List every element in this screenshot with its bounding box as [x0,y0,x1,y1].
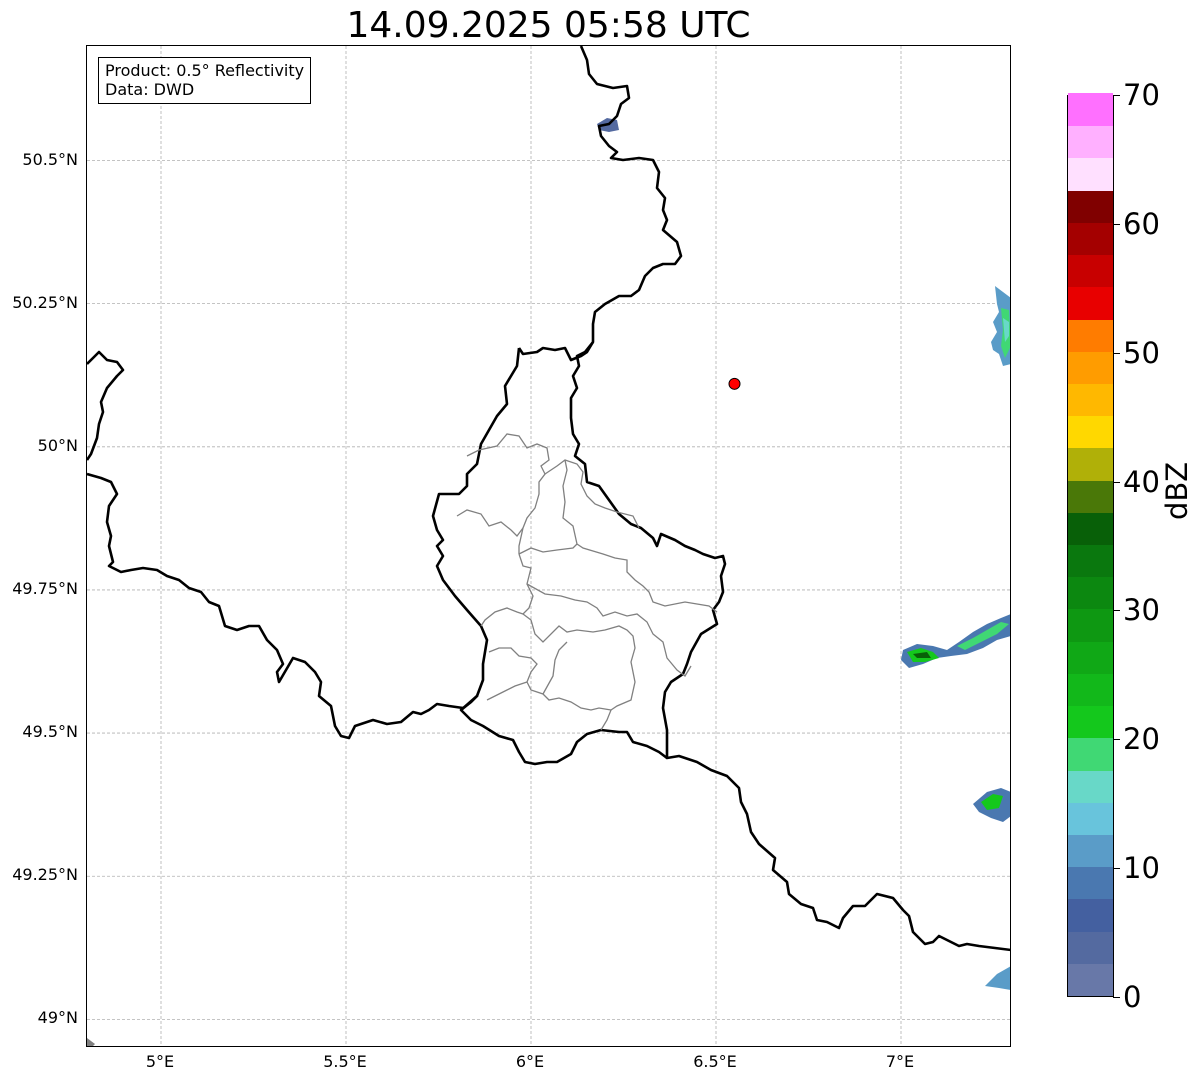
product-label: Product: 0.5° Reflectivity [105,61,305,80]
data-source-label: Data: DWD [105,80,195,99]
district-borders [456,433,718,731]
colorbar-segment [1068,479,1113,513]
radar-echoes [87,118,1010,1046]
latitude-label: 50°N [37,435,78,455]
colorbar-segment [1068,866,1113,900]
longitude-label: 5.5°E [323,1052,367,1071]
colorbar-tick [1113,223,1120,225]
colorbar-segment [1068,93,1113,127]
colorbar [1067,93,1114,997]
colorbar-segment [1068,673,1113,707]
colorbar-tick-label: 40 [1123,464,1160,499]
colorbar-tick [1113,868,1120,870]
colorbar-segment [1068,125,1113,159]
colorbar-segment [1068,930,1113,964]
colorbar-segment [1068,737,1113,771]
map-canvas [87,46,1010,1046]
colorbar-segment [1068,898,1113,932]
longitude-label: 6°E [515,1052,545,1071]
info-box: Product: 0.5° Reflectivity Data: DWD [98,57,312,104]
colorbar-segment [1068,705,1113,739]
map-title: 14.09.2025 05:58 UTC [346,5,751,46]
colorbar-tick-label: 10 [1123,851,1160,886]
graticule [87,46,1010,1046]
colorbar-tick-label: 60 [1123,206,1160,241]
colorbar-segment [1068,318,1113,352]
longitude-label: 7°E [885,1052,915,1071]
colorbar-segment [1068,415,1113,449]
colorbar-tick [1113,997,1120,998]
colorbar-tick [1113,352,1120,354]
radar-map[interactable]: Product: 0.5° Reflectivity Data: DWD [86,45,1011,1047]
colorbar-segment [1068,286,1113,320]
location-marker[interactable] [728,377,741,390]
border-fr-be-west [87,472,479,740]
colorbar-segment [1068,447,1113,481]
border-lu-north [517,341,595,362]
colorbar-tick-label: 70 [1123,78,1160,112]
border-de-be-lu [569,46,1010,952]
latitude-label: 50.5°N [22,149,78,169]
colorbar-segment [1068,802,1113,835]
country-borders [87,46,1010,952]
colorbar-segment [1068,608,1113,642]
colorbar-segment [1068,512,1113,545]
colorbar-segment [1068,157,1113,191]
colorbar-segment [1068,351,1113,384]
longitude-label: 5°E [145,1052,175,1071]
colorbar-segment [1068,254,1113,288]
colorbar-segment [1068,769,1113,803]
colorbar-segment [1068,383,1113,417]
colorbar-segment [1068,641,1113,674]
radar-echo-south [985,966,1010,990]
colorbar-segment [1068,190,1113,223]
colorbar-tick-label: 50 [1123,335,1160,370]
colorbar-tick-label: 20 [1123,722,1160,757]
colorbar-tick [1113,481,1120,483]
colorbar-segment [1068,834,1113,868]
border-fr-west-top [87,350,125,461]
latitude-label: 49.25°N [12,865,78,885]
colorbar-tick-label: 30 [1123,593,1160,628]
colorbar-tick [1113,739,1120,741]
colorbar-unit: dBZ [1160,461,1194,520]
colorbar-segment [1068,963,1113,996]
latitude-label: 50.25°N [12,292,78,312]
colorbar-tick-label: 0 [1123,980,1142,1014]
border-luxembourg [431,347,668,766]
colorbar-tick [1113,610,1120,612]
colorbar-segment [1068,222,1113,256]
colorbar-segment [1068,576,1113,610]
colorbar-segment [1068,544,1113,578]
latitude-label: 49.75°N [12,578,78,598]
longitude-label: 6.5°E [693,1052,737,1071]
colorbar-tick [1113,95,1120,96]
latitude-label: 49.5°N [22,722,78,742]
latitude-label: 49°N [37,1008,78,1028]
